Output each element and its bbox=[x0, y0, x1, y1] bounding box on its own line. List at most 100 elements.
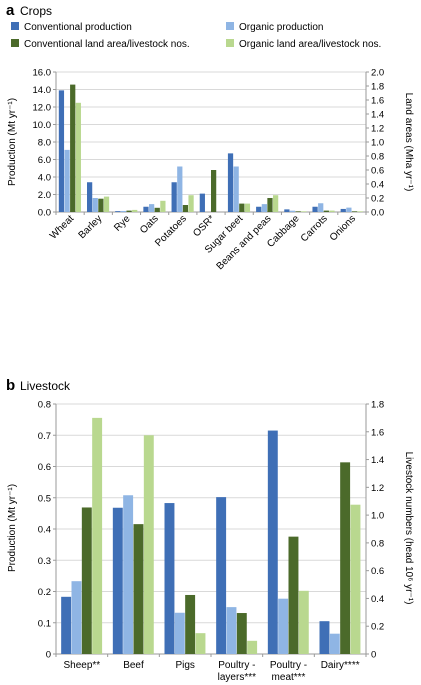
livestock-bar-1-2 bbox=[174, 612, 185, 654]
livestock-y2tick-label: 0.8 bbox=[371, 538, 384, 549]
livestock-bar-0-0 bbox=[61, 596, 72, 654]
livestock-bar-3-0 bbox=[92, 417, 103, 654]
crops-bar-3-6 bbox=[244, 203, 251, 212]
crops-bar-3-10 bbox=[357, 211, 363, 212]
livestock-bar-0-2 bbox=[164, 503, 175, 654]
livestock-bar-1-1 bbox=[123, 495, 134, 654]
livestock-chart: 0 0.1 0.2 0.3 0.4 0.5 0.6 0.7 0.8 0 0.2 0.4 0.6 0.8 1.… bbox=[38, 400, 384, 684]
livestock-bar-1-5 bbox=[329, 633, 340, 654]
legend-swatch-conv-prod bbox=[11, 22, 19, 30]
crops-ytick-label: 10.0 bbox=[33, 120, 52, 131]
crops-y2tick-label: 1.0 bbox=[371, 138, 384, 149]
crops-bar-1-9 bbox=[318, 203, 324, 212]
livestock-bar-2-0 bbox=[81, 507, 92, 654]
legend-swatch-org-prod bbox=[226, 22, 234, 30]
crops-category-label: Carrots bbox=[299, 213, 330, 244]
livestock-y2tick-label: 0.2 bbox=[371, 622, 384, 633]
crops-bar-1-7 bbox=[261, 204, 267, 212]
livestock-category-label: Sheep** bbox=[63, 660, 100, 671]
livestock-category-label: Poultry - bbox=[218, 660, 255, 671]
livestock-y2tick-label: 0.6 bbox=[371, 566, 384, 577]
crops-ytick-label: 2.0 bbox=[38, 190, 51, 201]
crops-bar-1-6 bbox=[233, 166, 239, 212]
panel-b-ylabel: Production (Mt yr⁻¹) bbox=[7, 484, 18, 572]
livestock-bar-3-5 bbox=[350, 504, 361, 654]
panel-a-ylabel: Production (Mt yr⁻¹) bbox=[7, 98, 18, 186]
livestock-bar-2-2 bbox=[185, 594, 196, 654]
crops-bar-1-2 bbox=[120, 210, 127, 212]
crops-bar-1-1 bbox=[92, 198, 98, 212]
livestock-bar-2-5 bbox=[340, 462, 351, 654]
crops-bar-1-10 bbox=[346, 207, 352, 212]
livestock-category-label: Dairy**** bbox=[321, 660, 360, 671]
crops-category-label: Wheat bbox=[48, 213, 76, 241]
crops-bar-3-1 bbox=[103, 196, 110, 212]
livestock-y2tick-label: 1.4 bbox=[371, 455, 384, 466]
crops-bar-0-8 bbox=[284, 209, 290, 212]
crops-ytick-label: 12.0 bbox=[33, 103, 52, 114]
livestock-ytick-label: 0.8 bbox=[38, 400, 51, 411]
crops-y2tick-label: 0.8 bbox=[371, 152, 384, 163]
legend-label-conv-land: Conventional land area/livestock nos. bbox=[24, 39, 190, 50]
livestock-ytick-label: 0.4 bbox=[38, 525, 51, 536]
livestock-ytick-label: 0.3 bbox=[38, 556, 51, 567]
crops-bar-2-9 bbox=[323, 210, 329, 212]
crops-bar-0-4 bbox=[171, 182, 177, 212]
crops-y2tick-label: 1.6 bbox=[371, 96, 384, 107]
panel-a-title: Crops bbox=[20, 4, 52, 18]
crops-bar-2-0 bbox=[70, 84, 76, 212]
livestock-ytick-label: 0 bbox=[46, 650, 51, 661]
crops-bar-2-6 bbox=[239, 203, 245, 212]
legend-label-org-prod: Organic production bbox=[239, 22, 324, 33]
crops-y2tick-label: 0.2 bbox=[371, 194, 384, 205]
crops-bar-2-7 bbox=[267, 198, 273, 212]
livestock-bar-2-4 bbox=[288, 536, 299, 654]
livestock-y2tick-label: 1.0 bbox=[371, 511, 384, 522]
livestock-category-label: layers*** bbox=[218, 672, 256, 683]
crops-ytick-label: 14.0 bbox=[33, 85, 52, 96]
crops-bar-1-0 bbox=[64, 149, 70, 212]
livestock-y2tick-label: 0 bbox=[371, 650, 376, 661]
livestock-y2tick-label: 0.4 bbox=[371, 594, 384, 605]
crops-bar-2-3 bbox=[154, 207, 160, 212]
crops-bar-0-7 bbox=[256, 206, 262, 212]
livestock-bar-1-0 bbox=[71, 581, 82, 654]
livestock-category-label: Pigs bbox=[175, 660, 194, 671]
crops-bar-3-9 bbox=[329, 210, 335, 212]
crops-bar-3-8 bbox=[301, 211, 307, 212]
livestock-bar-3-4 bbox=[298, 590, 309, 654]
crops-bar-2-5 bbox=[211, 170, 217, 212]
livestock-bar-0-5 bbox=[319, 621, 330, 654]
crops-bar-3-2 bbox=[132, 209, 138, 212]
crops-bar-0-9 bbox=[312, 206, 318, 212]
crops-category-label: Barley bbox=[77, 213, 105, 241]
panel-b-y2label: Livestock numbers (head 10⁶ yr⁻¹) bbox=[403, 452, 414, 605]
crops-chart: 0.0 2.0 4.0 6.0 8.0 10.0 12.0 14.0 16.0 0.0 0.2 0.4… bbox=[33, 68, 385, 273]
livestock-bar-0-1 bbox=[112, 507, 123, 654]
crops-bar-0-5 bbox=[199, 193, 205, 212]
crops-y2tick-label: 1.8 bbox=[371, 82, 384, 93]
livestock-ytick-label: 0.1 bbox=[38, 618, 51, 629]
legend-swatch-conv-land bbox=[11, 39, 19, 47]
livestock-bar-1-3 bbox=[226, 607, 237, 654]
crops-bar-1-8 bbox=[289, 210, 296, 212]
livestock-category-label: meat*** bbox=[272, 672, 306, 683]
crops-bar-0-2 bbox=[115, 211, 121, 212]
livestock-bar-3-1 bbox=[143, 435, 154, 654]
legend-swatch-org-land bbox=[226, 39, 234, 47]
panel-b-title: Livestock bbox=[20, 379, 71, 393]
crops-bar-0-1 bbox=[87, 182, 93, 212]
crops-category-label: Oats bbox=[138, 213, 161, 236]
livestock-ytick-label: 0.6 bbox=[38, 462, 51, 473]
crops-y2tick-label: 1.4 bbox=[371, 110, 384, 121]
crops-ytick-label: 8.0 bbox=[38, 138, 51, 149]
crops-bar-0-10 bbox=[340, 208, 346, 212]
livestock-y2tick-label: 1.6 bbox=[371, 427, 384, 438]
crops-bar-0-3 bbox=[143, 206, 149, 212]
crops-bar-1-3 bbox=[149, 204, 155, 212]
livestock-bar-3-3 bbox=[247, 640, 258, 654]
livestock-bar-0-3 bbox=[216, 497, 227, 654]
legend-label-org-land: Organic land area/livestock nos. bbox=[239, 39, 381, 50]
livestock-ytick-label: 0.7 bbox=[38, 431, 51, 442]
